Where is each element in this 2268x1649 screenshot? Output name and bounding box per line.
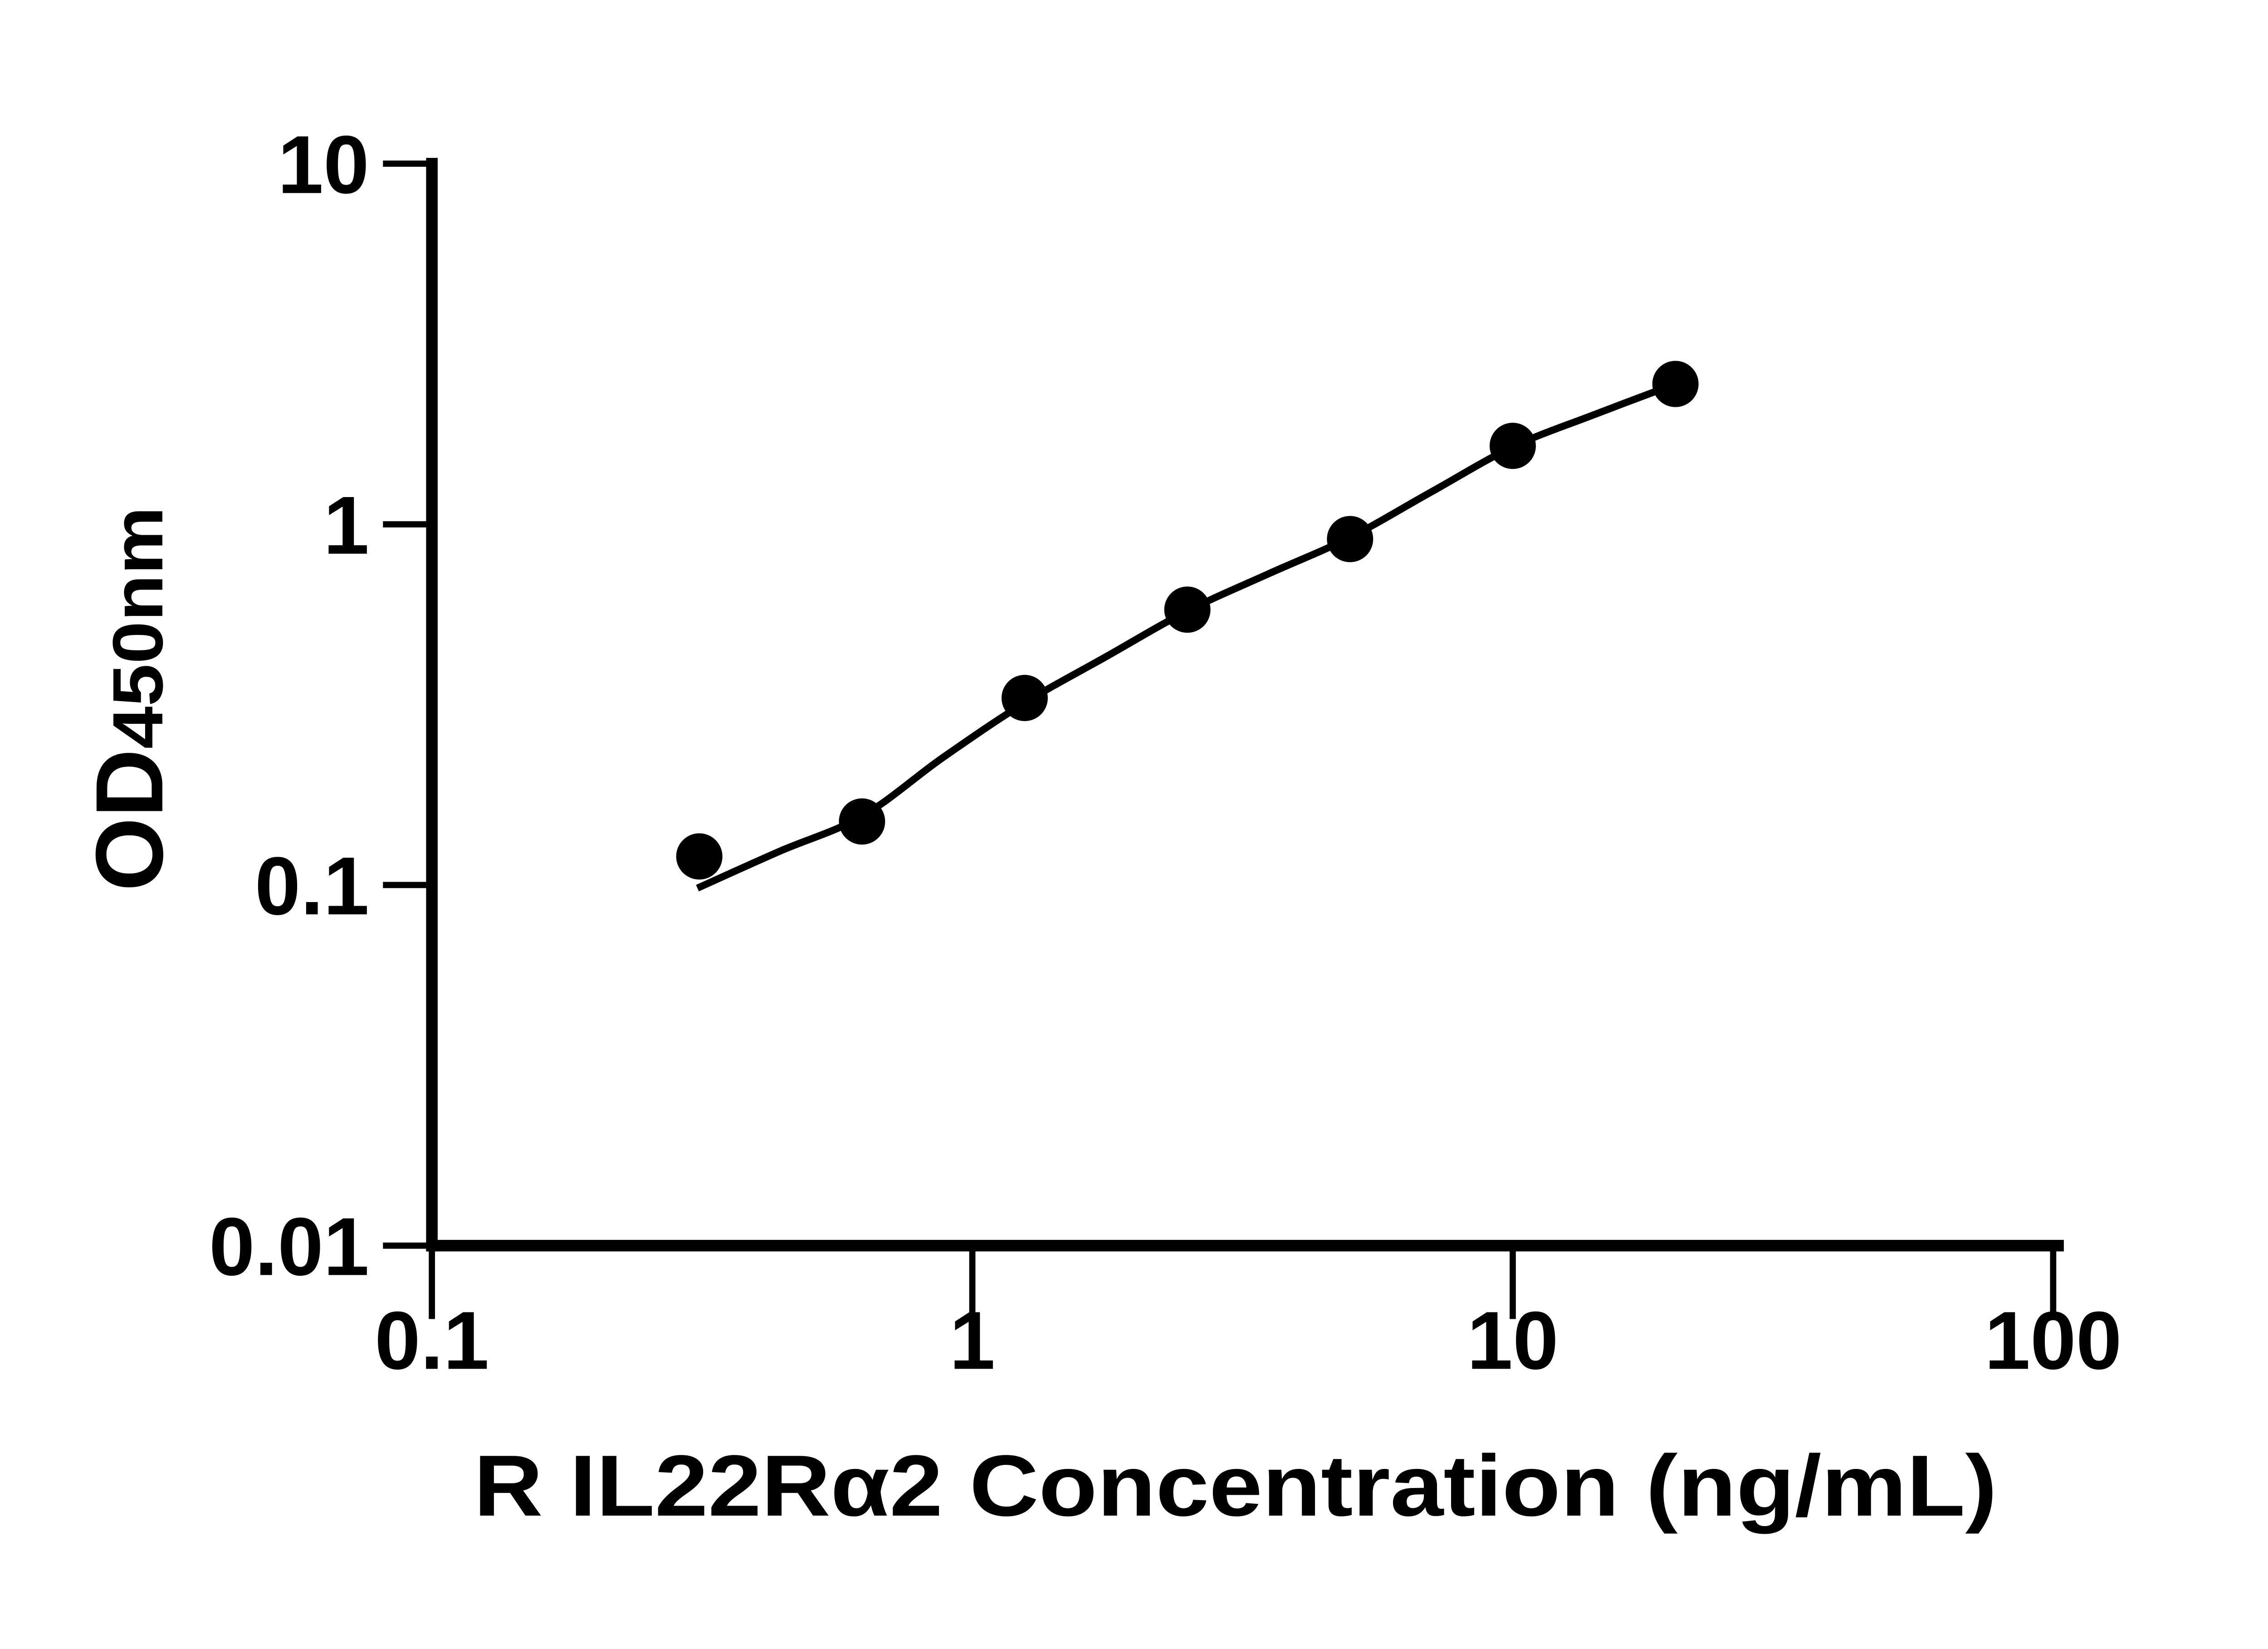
y-tick-label: 0.1 [255, 840, 369, 932]
data-point-dot [1327, 516, 1374, 562]
x-axis-tick-labels: 0.1 1 10 100 [375, 1295, 2122, 1386]
x-tick-label: 0.1 [375, 1295, 489, 1386]
y-axis-ticks [383, 160, 432, 1249]
x-tick-label: 1 [949, 1295, 995, 1386]
y-axis-title: OD450nm [76, 507, 183, 891]
x-tick-label: 100 [1984, 1295, 2122, 1386]
y-tick-label: 10 [278, 119, 369, 211]
x-tick-label: 10 [1467, 1295, 1559, 1386]
y-tick-label: 1 [323, 480, 369, 571]
data-point-dot [1001, 675, 1048, 722]
x-axis-title: R IL22Rα2 Concentration (ng/mL) [474, 1437, 1997, 1534]
y-axis-tick-labels: 10 1 0.1 0.01 [209, 119, 369, 1293]
svg-text:OD450nm: OD450nm [76, 507, 183, 891]
data-point-dot [1652, 361, 1699, 407]
data-point-dot [1164, 586, 1211, 633]
y-axis-title-main: OD [76, 749, 183, 891]
data-point-dot [1489, 423, 1536, 469]
data-points [676, 361, 1699, 880]
x-axis-ticks [429, 1245, 2057, 1319]
y-axis-title-subscript: 450nm [98, 507, 178, 749]
data-point-dot [839, 798, 885, 845]
y-tick-label: 0.01 [209, 1201, 369, 1293]
data-point-dot [676, 833, 723, 880]
